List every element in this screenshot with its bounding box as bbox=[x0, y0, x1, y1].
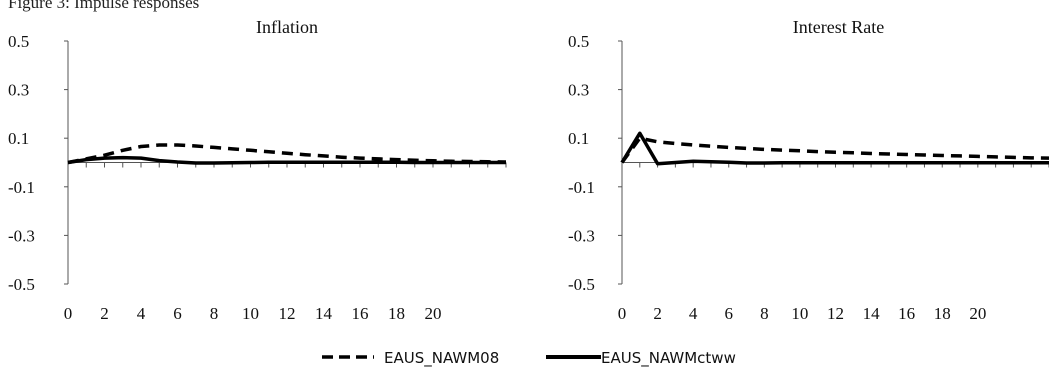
x-tick-label: 16 bbox=[898, 304, 915, 323]
x-tick-label: 18 bbox=[388, 304, 405, 323]
series-line-eaus-nawm08 bbox=[620, 136, 1049, 164]
x-tick-label: 20 bbox=[969, 304, 986, 323]
x-tick-label: 20 bbox=[425, 304, 442, 323]
y-tick-label: -0.5 bbox=[568, 275, 595, 294]
x-tick-label: 14 bbox=[863, 304, 881, 323]
x-tick-label: 0 bbox=[618, 304, 627, 323]
chart-title: Interest Rate bbox=[793, 17, 884, 37]
series-line-eaus-nawmctww bbox=[67, 155, 506, 165]
figure-caption: Figure 3: Impulse responses bbox=[8, 0, 200, 12]
y-tick-label: -0.5 bbox=[8, 275, 35, 294]
y-tick-label: 0.5 bbox=[8, 32, 29, 51]
y-tick-label: 0.5 bbox=[568, 32, 589, 51]
y-tick-label: 0.3 bbox=[568, 81, 589, 100]
inflation-panel: Inflation 0.5 0.3 0.1 -0.1 -0.3 -0.5 0 2 4 6 8 10 12 1… bbox=[8, 17, 507, 323]
x-tick-label: 12 bbox=[279, 304, 296, 323]
x-tick-label: 4 bbox=[689, 304, 698, 323]
x-tick-label: 2 bbox=[653, 304, 662, 323]
x-tick-label: 0 bbox=[64, 304, 73, 323]
y-tick-label: 0.1 bbox=[8, 129, 29, 148]
series-line-eaus-nawmctww bbox=[620, 131, 1049, 166]
x-tick-label: 16 bbox=[352, 304, 369, 323]
x-tick-label: 8 bbox=[210, 304, 219, 323]
x-tick-label: 10 bbox=[242, 304, 259, 323]
x-tick-label: 6 bbox=[173, 304, 182, 323]
chart-title: Inflation bbox=[256, 17, 318, 37]
x-tick-label: 10 bbox=[791, 304, 808, 323]
x-tick-label: 18 bbox=[934, 304, 951, 323]
x-tick-label: 6 bbox=[725, 304, 734, 323]
legend-label: EAUS_NAWMctww bbox=[601, 349, 736, 368]
x-tick-label: 4 bbox=[137, 304, 146, 323]
legend-label: EAUS_NAWM08 bbox=[384, 349, 499, 368]
y-tick-label: -0.3 bbox=[568, 226, 595, 245]
x-tick-label: 12 bbox=[827, 304, 844, 323]
y-tick-label: 0.1 bbox=[568, 129, 589, 148]
y-tick-label: -0.3 bbox=[8, 226, 35, 245]
interest-rate-panel: Interest Rate 0.5 0.3 0.1 -0.1 -0.3 -0.5 0 2 4 6 8 1… bbox=[568, 17, 1049, 323]
x-tick-label: 2 bbox=[100, 304, 109, 323]
y-tick-label: 0.3 bbox=[8, 81, 29, 100]
chart-legend: EAUS_NAWM08 EAUS_NAWMctww bbox=[322, 349, 736, 368]
x-tick-label: 8 bbox=[760, 304, 769, 323]
y-tick-label: -0.1 bbox=[568, 178, 595, 197]
x-tick-label: 14 bbox=[315, 304, 333, 323]
y-tick-label: -0.1 bbox=[8, 178, 35, 197]
series-line-eaus-nawm08 bbox=[67, 143, 507, 165]
